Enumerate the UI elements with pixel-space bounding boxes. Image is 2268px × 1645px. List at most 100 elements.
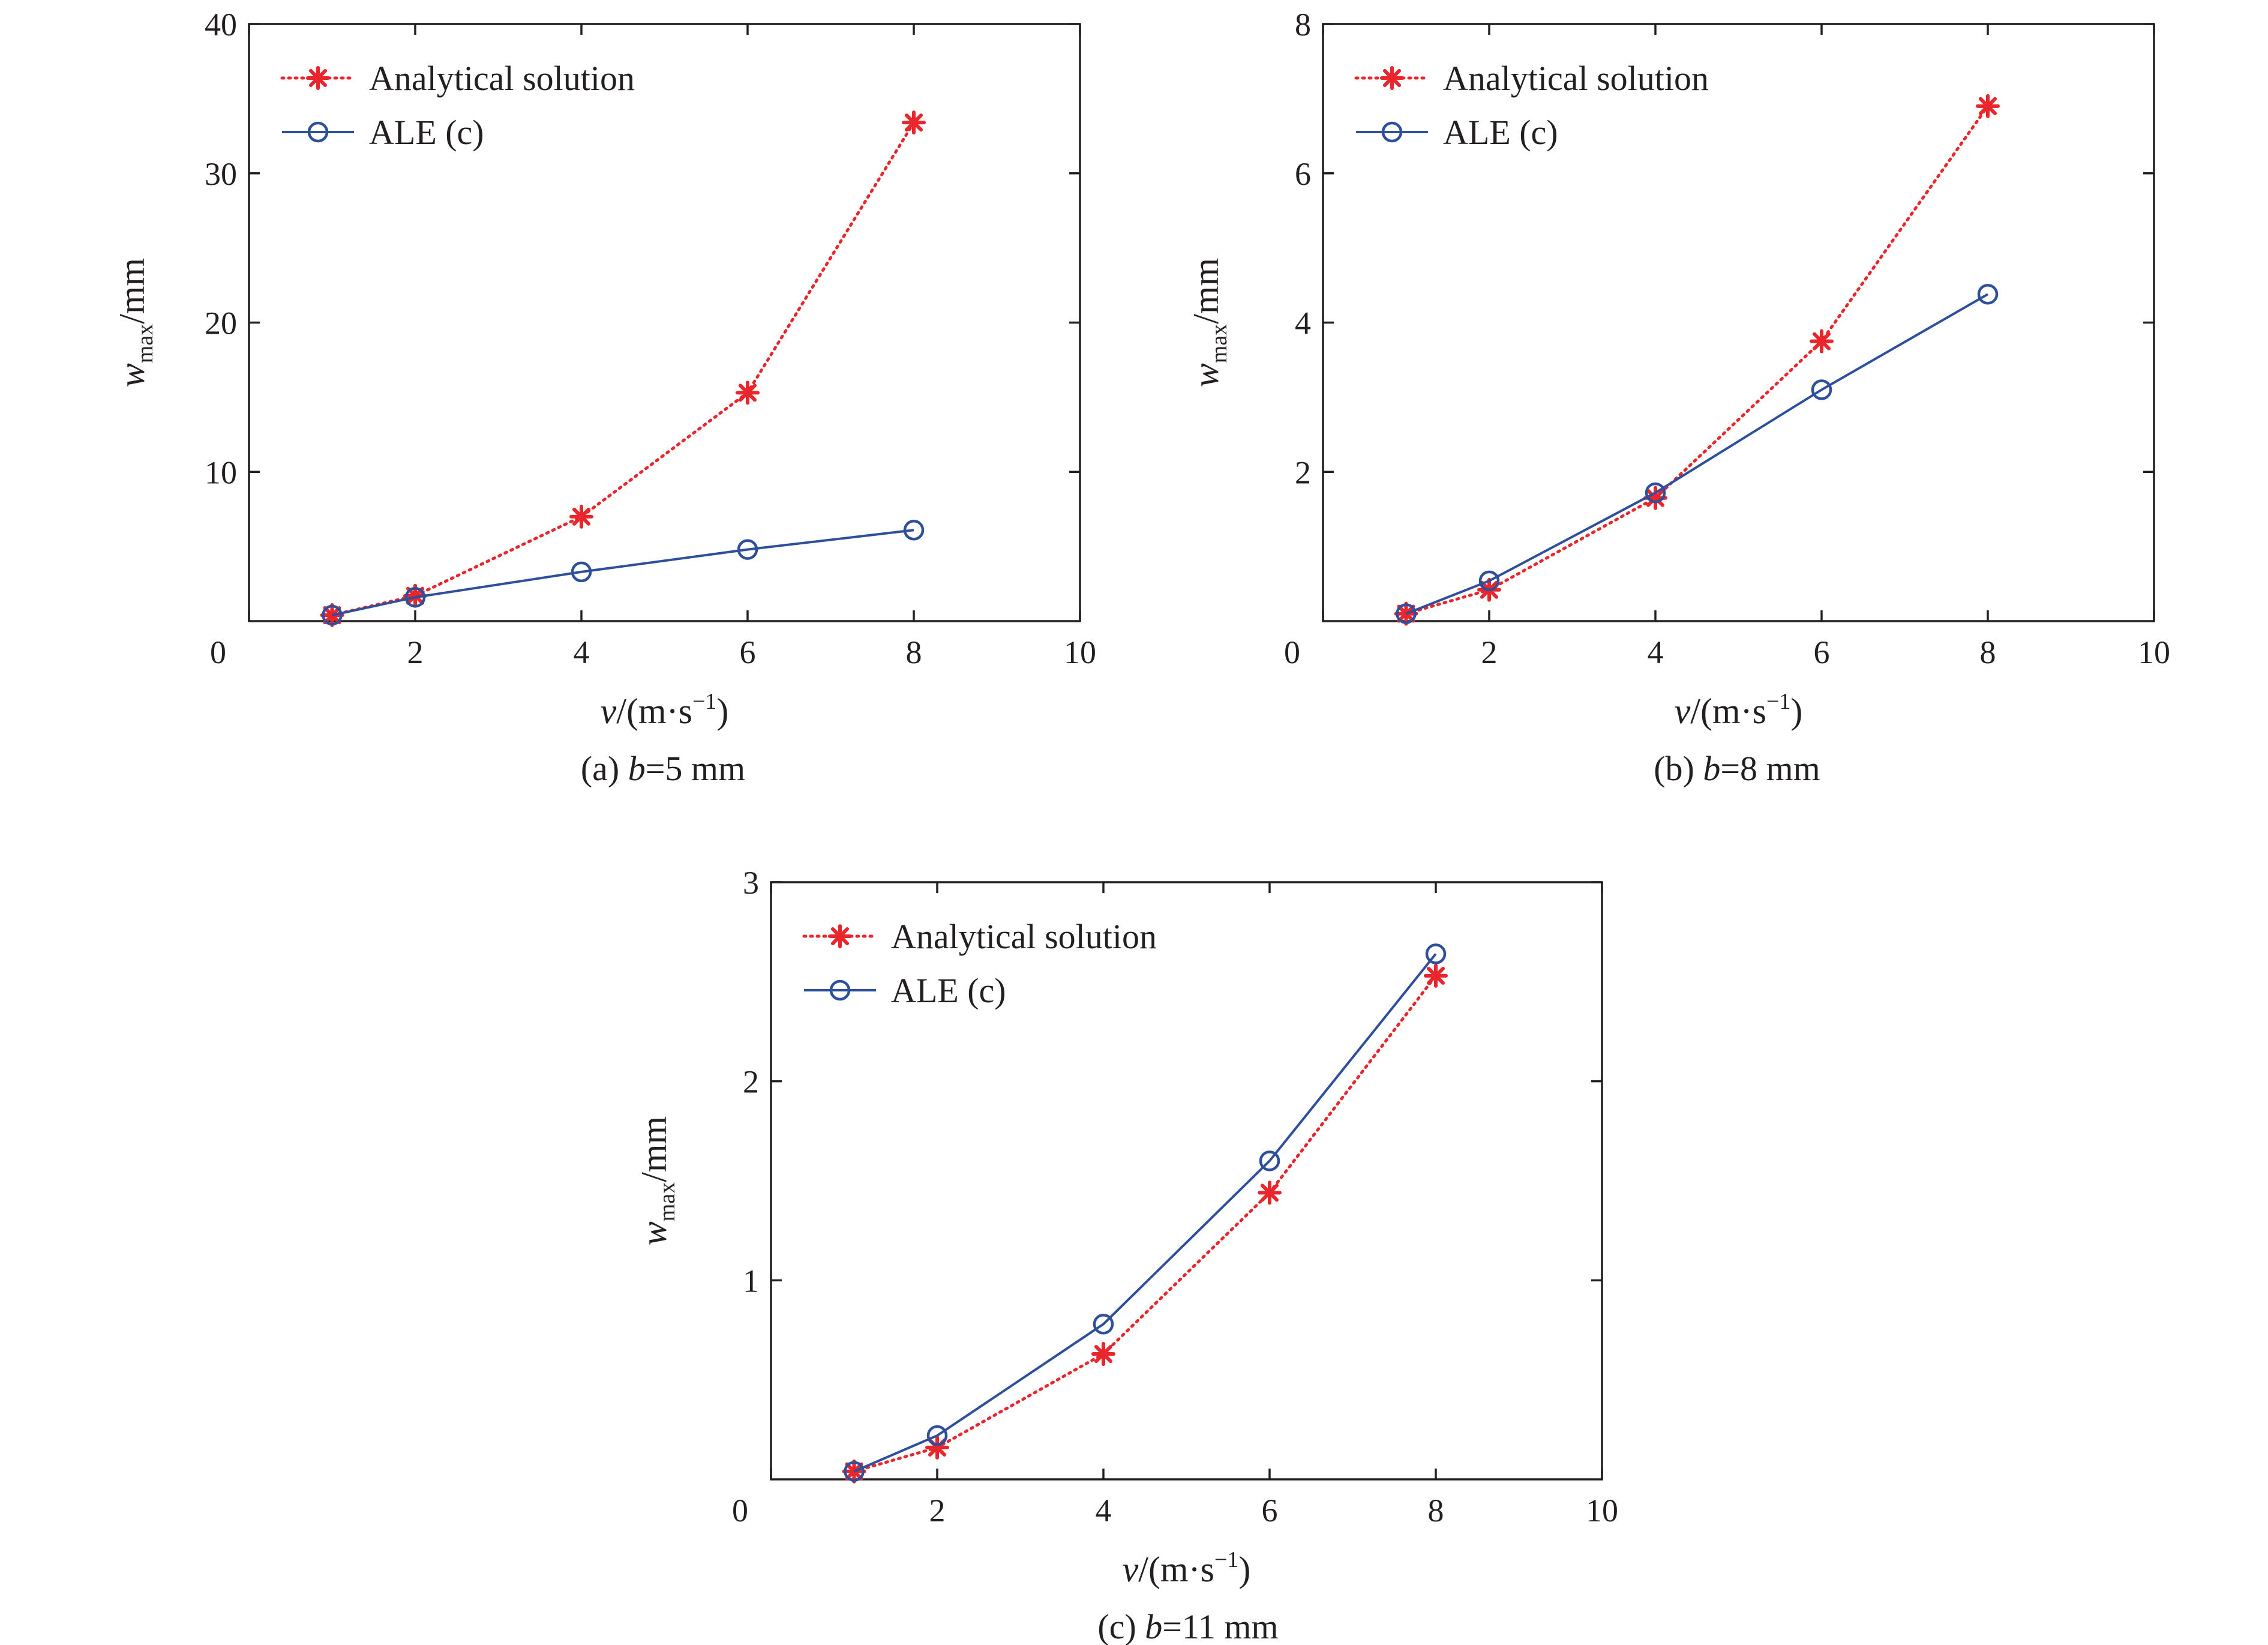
series-analytical [320,110,926,628]
x-tick-label: 2 [929,1493,946,1529]
y-tick-label: 4 [1295,305,1311,341]
panel-caption: (a) b=5 mm [581,749,745,788]
legend-label: Analytical solution [369,59,635,98]
x-tick-label: 6 [1814,634,1830,670]
circle-marker [307,121,329,143]
series-line [1405,104,1990,616]
legend-label: Analytical solution [891,917,1157,956]
label-part: /(m·s [1138,1550,1214,1589]
x-tick-label: 4 [1648,634,1664,670]
label-part: /(m·s [1690,691,1766,731]
label-part: max [655,1182,680,1221]
label-part: (b) [1654,749,1703,788]
y-axis-title: wmax/mm [634,1116,680,1245]
x-tick-label: 10 [1064,634,1096,670]
chart-panel-a: 0 2 4 6 8 10 10 20 30 40 Analytical solution ALE (c… [112,7,1096,788]
x-tick-label: 0 [210,634,226,670]
x-tick-label: 2 [1481,634,1498,670]
label-part: =11 mm [1162,1607,1278,1645]
y-axis-title: wmax/mm [1186,258,1232,387]
circle-marker [1396,603,1417,624]
y-tick-label: 20 [205,305,237,341]
label-part: (c) [1097,1607,1145,1645]
series-ale [844,943,1447,1482]
circle-marker [844,1461,865,1482]
y-tick-label: 3 [743,865,759,901]
x-tick-label: 10 [2138,634,2170,670]
label-part: =8 mm [1720,749,1820,788]
label-part: (a) [581,749,628,788]
legend: Analytical solution ALE (c) [802,917,1157,1010]
label-part: b [628,749,646,788]
star-marker [736,380,760,405]
star-marker [902,110,926,135]
circle-marker [1381,121,1403,143]
label-part: max [1207,324,1232,363]
x-tick-label: 0 [1284,634,1300,670]
circle-marker [1425,943,1447,964]
label-part: ) [1790,691,1802,731]
label-part: −1 [1214,1547,1238,1572]
circle-marker [1093,1314,1114,1335]
x-axis-title: v/(m·s−1) [601,689,729,731]
series-line [1405,293,1988,615]
label-part: /mm [634,1116,674,1182]
series-line [332,529,914,617]
x-axis-title: v/(m·s−1) [1675,689,1803,731]
label-part: max [133,324,158,363]
circle-marker [737,539,758,560]
label-part: ) [716,691,728,731]
star-marker [1424,963,1448,988]
label-part: −1 [1766,689,1790,714]
label-part: v [1123,1550,1139,1589]
label-part: v [601,691,617,731]
y-tick-label: 8 [1295,7,1311,43]
series-analytical [1394,94,2000,626]
circle-marker [1259,1150,1280,1171]
y-tick-label: 1 [743,1263,759,1299]
panel-caption: (c) b=11 mm [1097,1607,1278,1645]
label-part: /mm [1186,258,1226,324]
circle-marker [926,1425,948,1446]
series-ale [322,520,925,626]
y-tick-label: 30 [205,156,237,192]
label-part: w [112,363,152,387]
star-marker [1091,1342,1115,1367]
star-marker [569,504,593,529]
circle-marker [1478,570,1500,592]
y-axis-title: wmax/mm [112,258,158,387]
label-part: w [634,1221,674,1245]
star-marker [828,924,852,948]
legend-label: ALE (c) [891,971,1006,1010]
label-part: /mm [112,258,152,324]
legend-label: Analytical solution [1443,59,1709,98]
label-part: b [1145,1607,1162,1645]
star-marker [1380,66,1404,90]
series-line [853,974,1438,1473]
chart-panel-b: 0 2 4 6 8 10 2 4 6 8 Analytical solution ALE (c) v/(… [1186,7,2170,788]
label-part: b [1703,749,1720,788]
x-tick-label: 0 [732,1493,748,1529]
circle-marker [571,561,592,583]
label-part: /(m·s [616,691,692,731]
y-tick-label: 2 [743,1064,759,1100]
star-marker [1810,329,1834,353]
legend-label: ALE (c) [1443,113,1558,152]
legend: Analytical solution ALE (c) [1354,59,1709,152]
label-part: =5 mm [646,749,745,788]
x-axis-title: v/(m·s−1) [1123,1547,1251,1589]
star-marker [1976,94,2000,118]
circle-marker [1977,283,1999,305]
circle-marker [404,586,426,608]
circle-marker [829,979,851,1001]
circle-marker [1645,482,1666,504]
star-marker [1258,1180,1282,1205]
x-tick-label: 2 [407,634,424,670]
x-tick-label: 6 [740,634,756,670]
legend: Analytical solution ALE (c) [280,59,635,152]
series-analytical [842,963,1448,1484]
plot-frame [770,881,1603,1481]
label-part: v [1675,691,1691,731]
